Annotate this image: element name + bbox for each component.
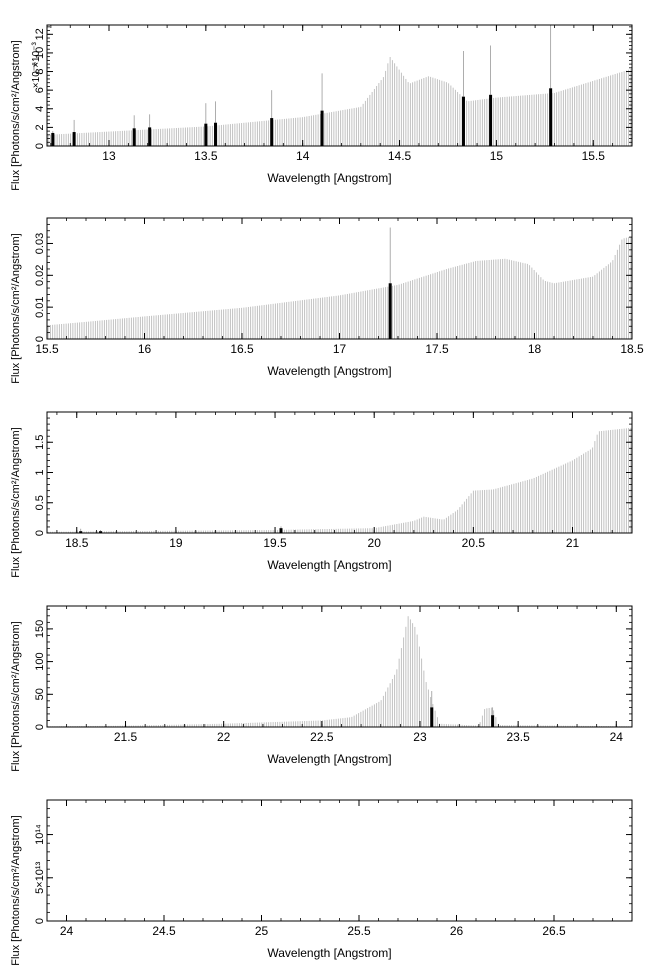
x-tick-label: 15.5 [582,149,606,163]
x-tick-label: 24.5 [152,924,176,938]
x-axis-label: Wavelength [Angstrom] [267,946,391,960]
y-tick-label: 0.01 [34,296,46,317]
y-tick-label: 10 [34,47,46,59]
x-tick-label: 17 [333,342,347,356]
spectrum-panel-3: 18.5 19 19.5 20 20.5 21 0 0.5 1 1.5 Wavelength [An… [10,411,633,578]
x-tick-label: 14 [296,149,310,163]
line-bin-1 [388,283,392,339]
x-tick-label: 18.5 [620,342,644,356]
line-bin-1 [430,707,434,727]
y-axis-label: Flux [Photons/s/cm²/Angstrom] [10,233,22,383]
line-bin-5 [204,123,208,146]
plot-frame [46,605,633,728]
x-tick-label: 19.5 [263,536,287,550]
x-tick-label: 21 [566,536,580,550]
x-tick-label: 17.5 [425,342,449,356]
x-tick-label: 14.5 [388,149,412,163]
y-tick-label: 2 [34,124,46,130]
plot-frame [46,217,633,340]
y-tick-label: 8 [34,68,46,74]
line-bin-10 [489,94,493,146]
y-multiplier-note: ×10⁻⁶ [31,62,42,88]
y-tick-label: 6 [34,87,46,93]
flux-bars [47,25,632,146]
plot-frame [46,799,633,922]
x-tick-label: 26.5 [542,924,566,938]
line-bin-1 [79,531,83,533]
line-bin-3 [132,128,136,146]
y-tick-label: 50 [34,688,46,700]
y-tick-label: 0.03 [34,233,46,254]
x-tick-label: 25 [255,924,269,938]
line-bin-6 [214,122,218,146]
x-tick-label: 15 [490,149,504,163]
y-tick-label: 4 [34,106,46,112]
x-tick-label: 18 [528,342,542,356]
x-tick-label: 20.5 [462,536,486,550]
x-tick-label: 13 [102,149,116,163]
y-tick-label: 1.5 [34,435,46,450]
y-tick-label: 0 [34,336,46,342]
line-bin-1 [51,132,55,146]
line-bin-7 [270,118,274,146]
x-axis-label: Wavelength [Angstrom] [267,171,391,185]
x-tick-label: 23 [413,730,427,744]
flux-bars [47,227,632,339]
spectrum-panel-5: 24 24.5 25 25.5 26 26.5 0 5×10¹³ 10¹⁴ Wavelength … [10,799,633,966]
y-multiplier: ×10⁻³ [31,42,42,68]
y-tick-label: 12 [34,28,46,40]
y-tick-label: 5×10¹³ [34,861,46,893]
y-axis-label: Flux [Photons/s/cm²/Angstrom] [10,40,22,190]
plot-frame [46,411,633,534]
x-tick-label: 26 [450,924,464,938]
y-tick-label: 10¹⁴ [34,824,46,845]
y-tick-label: 0.02 [34,265,46,286]
line-bin-3 [279,528,283,533]
x-tick-label: 16 [138,342,152,356]
plot-frame [46,24,633,147]
x-axis-label: Wavelength [Angstrom] [267,752,391,766]
line-bin-2 [491,715,495,727]
flux-bars [47,427,632,533]
line-bin-2 [72,132,76,146]
line-bin-8 [320,110,324,146]
x-tick-label: 16.5 [230,342,254,356]
y-tick-label: 150 [34,620,46,638]
x-tick-label: 13.5 [194,149,218,163]
y-tick-label: 1 [34,469,46,475]
x-tick-label: 21.5 [114,730,138,744]
x-tick-label: 24 [60,924,74,938]
y-tick-label: 0 [34,918,46,924]
x-axis-label: Wavelength [Angstrom] [267,558,391,572]
spectrum-panel-1: 13 13.5 14 14.5 15 15.5 0 2 4 6 8 10 12 ×10⁻³×10⁻⁶ Wav… [10,24,633,191]
x-tick-label: 22 [217,730,231,744]
x-axis-label: Wavelength [Angstrom] [267,364,391,378]
y-axis-label: Flux [Photons/s/cm²/Angstrom] [10,815,22,965]
y-axis-label: Flux [Photons/s/cm²/Angstrom] [10,621,22,771]
x-tick-label: 23.5 [506,730,530,744]
x-tick-label: 19 [169,536,183,550]
line-bin-9 [461,96,465,146]
y-tick-label: 0 [34,143,46,149]
y-tick-label: 0 [34,724,46,730]
line-bin-11 [549,88,553,146]
y-tick-label: 0 [34,530,46,536]
spectrum-panel-2: 15.5 16 16.5 17 17.5 18 18.5 0 0.01 0.02 0.03 Wavel… [10,217,644,384]
line-bin-2 [99,531,103,533]
y-axis-label: Flux [Photons/s/cm²/Angstrom] [10,427,22,577]
x-tick-label: 22.5 [310,730,334,744]
x-tick-label: 25.5 [347,924,371,938]
y-tick-label: 0.5 [34,495,46,510]
flux-bars [47,616,632,727]
x-tick-label: 20 [368,536,382,550]
spectrum-panel-4: 21.5 22 22.5 23 23.5 24 0 50 100 150 Wavelength [A… [10,605,633,772]
line-bin-4 [148,127,152,146]
y-tick-label: 100 [34,652,46,670]
x-tick-label: 24 [610,730,624,744]
x-tick-label: 18.5 [65,536,89,550]
x-tick-label: 15.5 [35,342,59,356]
